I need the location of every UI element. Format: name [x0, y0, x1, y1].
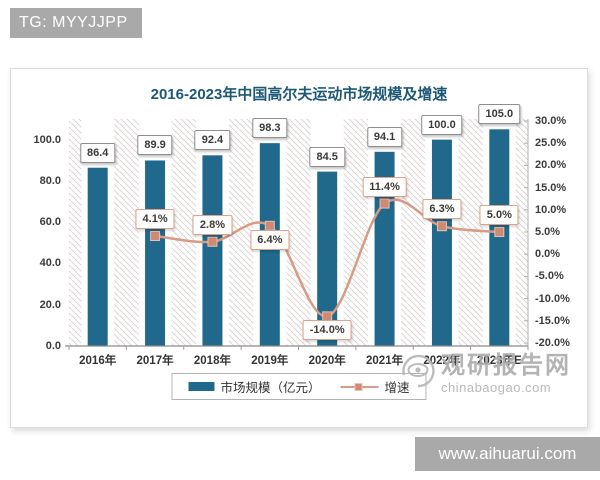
chinabaogao-watermark: 观研报告网 chinabaogao.com — [400, 353, 571, 395]
legend-entry-market-size: 市场规模（亿元） — [188, 377, 321, 396]
growth-line-marker — [264, 220, 275, 231]
legend-entry-growth: 增速 — [340, 377, 410, 396]
legend-label-market-size: 市场规模（亿元） — [220, 381, 321, 395]
bar — [489, 129, 510, 346]
aihuarui-watermark-badge: www.aihuarui.com — [415, 437, 600, 471]
bar — [317, 171, 338, 346]
bar — [374, 151, 395, 346]
growth-line-marker — [207, 236, 218, 247]
bar — [87, 167, 108, 346]
growth-line-marker — [150, 230, 161, 241]
line-series-swatch-icon — [340, 382, 379, 392]
bar — [145, 160, 166, 346]
telegram-tag-badge: TG: MYYJJPP — [10, 8, 142, 38]
chart-canvas — [65, 119, 529, 350]
growth-line-marker — [379, 198, 390, 209]
bar — [259, 143, 280, 346]
growth-line-marker — [494, 227, 505, 237]
growth-line-marker — [436, 221, 447, 232]
bar — [202, 155, 223, 346]
bar — [431, 139, 452, 346]
chinabaogao-eye-logo-icon — [402, 354, 435, 388]
chart-legend: 市场规模（亿元） 增速 — [171, 373, 427, 400]
aihuarui-url-label: www.aihuarui.com — [438, 444, 577, 463]
bar-series-swatch-icon — [188, 382, 215, 391]
telegram-tag-label: TG: MYYJJPP — [19, 14, 128, 31]
legend-label-growth: 增速 — [384, 381, 410, 395]
chart-title: 2016-2023年中国高尔夫运动市场规模及增速 — [150, 86, 448, 103]
growth-line-marker — [322, 311, 333, 322]
plot-area — [69, 119, 528, 346]
watermark-site-name: 观研报告网 — [441, 352, 571, 379]
watermark-site-domain: chinabaogao.com — [441, 380, 552, 395]
chart-card: 2016-2023年中国高尔夫运动市场规模及增速 0.0 20.0 40.0 60.0… — [10, 68, 588, 428]
